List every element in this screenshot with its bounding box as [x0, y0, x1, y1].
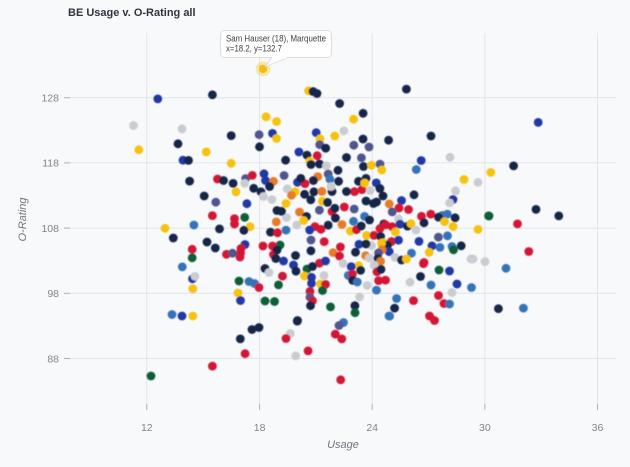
- svg-text:x=18.2, y=132.7: x=18.2, y=132.7: [226, 44, 282, 54]
- svg-text:Usage: Usage: [327, 439, 359, 451]
- svg-text:88: 88: [47, 353, 59, 365]
- svg-text:36: 36: [592, 422, 604, 434]
- svg-text:12: 12: [141, 422, 153, 434]
- svg-text:O-Rating: O-Rating: [17, 197, 29, 242]
- svg-text:Sam Hauser (18), Marquette: Sam Hauser (18), Marquette: [226, 34, 326, 44]
- svg-text:18: 18: [254, 422, 266, 434]
- svg-text:108: 108: [41, 223, 59, 235]
- svg-text:24: 24: [366, 422, 378, 434]
- svg-text:128: 128: [41, 93, 59, 105]
- svg-text:98: 98: [47, 288, 59, 300]
- svg-text:30: 30: [479, 422, 491, 434]
- svg-text:BE Usage v. O-Rating all: BE Usage v. O-Rating all: [68, 7, 196, 19]
- svg-text:118: 118: [42, 158, 59, 170]
